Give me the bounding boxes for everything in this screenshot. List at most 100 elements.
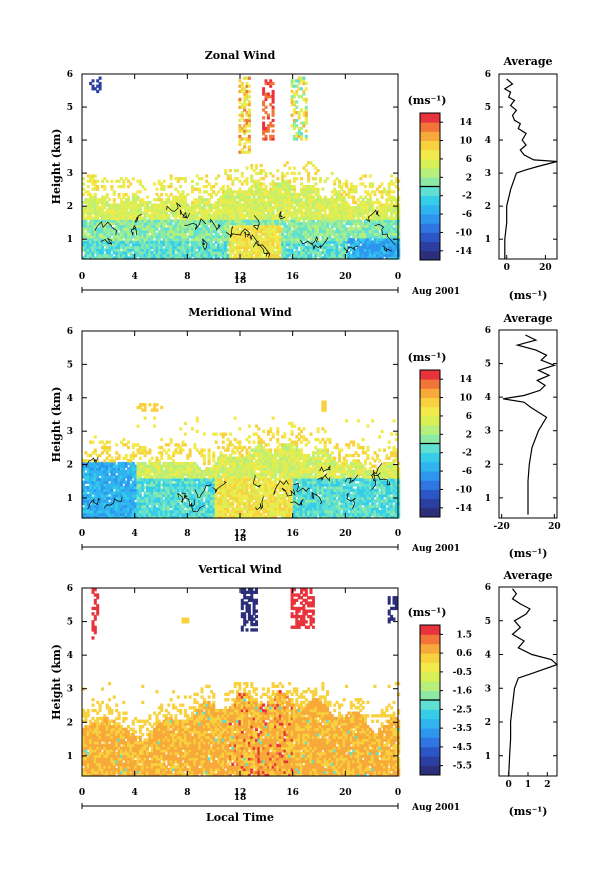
- heatmap-cell: [290, 219, 294, 223]
- heatmap-cell: [143, 515, 147, 519]
- heatmap-cell: [198, 512, 202, 516]
- heatmap-cell: [136, 451, 140, 455]
- heatmap-cell: [200, 515, 204, 519]
- heatmap-cell: [176, 491, 180, 495]
- heatmap-cell: [238, 126, 242, 131]
- heatmap-cell: [276, 219, 280, 223]
- heatmap-cell: [127, 507, 130, 511]
- heatmap-cell: [143, 512, 147, 516]
- heatmap-cell: [238, 150, 242, 154]
- heatmap-cell: [330, 248, 334, 252]
- heatmap-cell: [392, 216, 396, 220]
- heatmap-cell: [110, 461, 114, 466]
- heatmap-cell: [262, 169, 266, 173]
- heatmap-cell: [330, 222, 334, 226]
- heatmap-cell: [226, 224, 230, 228]
- heatmap-cell: [174, 502, 178, 506]
- heatmap-cell: [131, 203, 135, 207]
- heatmap-cell: [101, 440, 104, 444]
- heatmap-cell: [119, 253, 123, 257]
- heatmap-cell: [278, 222, 282, 226]
- heatmap-cell: [179, 243, 183, 247]
- heatmap-cell: [304, 248, 308, 252]
- heatmap-cell: [250, 198, 254, 202]
- heatmap-cell: [82, 206, 85, 210]
- heatmap-cell: [243, 89, 247, 94]
- heatmap-cell: [195, 448, 199, 452]
- heatmap-cell: [103, 504, 107, 508]
- heatmap-cell: [359, 253, 363, 257]
- heatmap-cell: [181, 206, 185, 210]
- heatmap-cell: [150, 464, 154, 468]
- heatmap-cell: [207, 461, 211, 466]
- heatmap-cell: [134, 491, 138, 495]
- heatmap-cell: [157, 179, 161, 183]
- heatmap-cell: [136, 443, 140, 447]
- heatmap-cell: [371, 214, 375, 218]
- heatmap-cell: [131, 480, 135, 484]
- heatmap-cell: [103, 232, 107, 236]
- heatmap-cell: [340, 251, 344, 255]
- heatmap-cell: [148, 485, 152, 490]
- heatmap-cell: [143, 245, 147, 249]
- heatmap-cell: [309, 256, 313, 260]
- heatmap-cell: [200, 232, 204, 236]
- heatmap-cell: [141, 510, 145, 514]
- heatmap-cell: [375, 251, 379, 255]
- heatmap-cell: [146, 211, 149, 215]
- heatmap-cell: [354, 243, 358, 247]
- heatmap-cell: [288, 229, 292, 234]
- heatmap-cell: [247, 113, 251, 117]
- heatmap-cell: [228, 195, 232, 199]
- heatmap-cell: [356, 222, 360, 226]
- heatmap-cell: [101, 483, 104, 487]
- heatmap-cell: [278, 203, 282, 207]
- heatmap-cell: [243, 118, 247, 123]
- heatmap-cell: [167, 464, 171, 468]
- heatmap-cell: [181, 251, 185, 255]
- heatmap-cell: [297, 203, 301, 207]
- heatmap-cell: [127, 445, 130, 450]
- heatmap-cell: [91, 240, 95, 244]
- heatmap-cell: [323, 248, 327, 252]
- heatmap-cell: [91, 248, 95, 252]
- heatmap-cell: [390, 179, 394, 183]
- heatmap-cell: [82, 472, 85, 476]
- heatmap-cell: [98, 491, 102, 495]
- heatmap-cell: [108, 243, 112, 247]
- heatmap-cell: [210, 206, 213, 210]
- heatmap-cell: [392, 235, 396, 239]
- heatmap-cell: [214, 214, 218, 218]
- heatmap-cell: [387, 182, 391, 186]
- heatmap-cell: [269, 200, 273, 205]
- heatmap-cell: [321, 248, 325, 252]
- heatmap-cell: [157, 461, 161, 466]
- heatmap-cell: [321, 229, 325, 234]
- heatmap-cell: [200, 216, 204, 220]
- heatmap-cell: [397, 240, 401, 244]
- heatmap-cell: [323, 243, 327, 247]
- heatmap-cell: [93, 504, 97, 508]
- heatmap-cell: [390, 240, 394, 244]
- heatmap-cell: [283, 216, 287, 220]
- heatmap-cell: [262, 195, 266, 199]
- heatmap-cell: [304, 211, 308, 215]
- heatmap-cell: [252, 169, 256, 173]
- heatmap-cell: [127, 499, 130, 503]
- heatmap-cell: [323, 208, 327, 212]
- heatmap-cell: [295, 227, 299, 231]
- heatmap-cell: [314, 206, 318, 210]
- heatmap-cell: [93, 488, 97, 492]
- heatmap-cell: [129, 491, 133, 495]
- heatmap-cell: [138, 483, 142, 487]
- heatmap-cell: [96, 467, 100, 471]
- heatmap-cell: [281, 187, 285, 191]
- heatmap-cell: [240, 235, 244, 239]
- heatmap-cell: [96, 504, 100, 508]
- heatmap-cell: [300, 224, 303, 228]
- heatmap-cell: [181, 192, 185, 197]
- heatmap-cell: [169, 237, 173, 242]
- heatmap-cell: [397, 219, 401, 223]
- heatmap-cell: [333, 219, 337, 223]
- heatmap-cell: [160, 243, 164, 247]
